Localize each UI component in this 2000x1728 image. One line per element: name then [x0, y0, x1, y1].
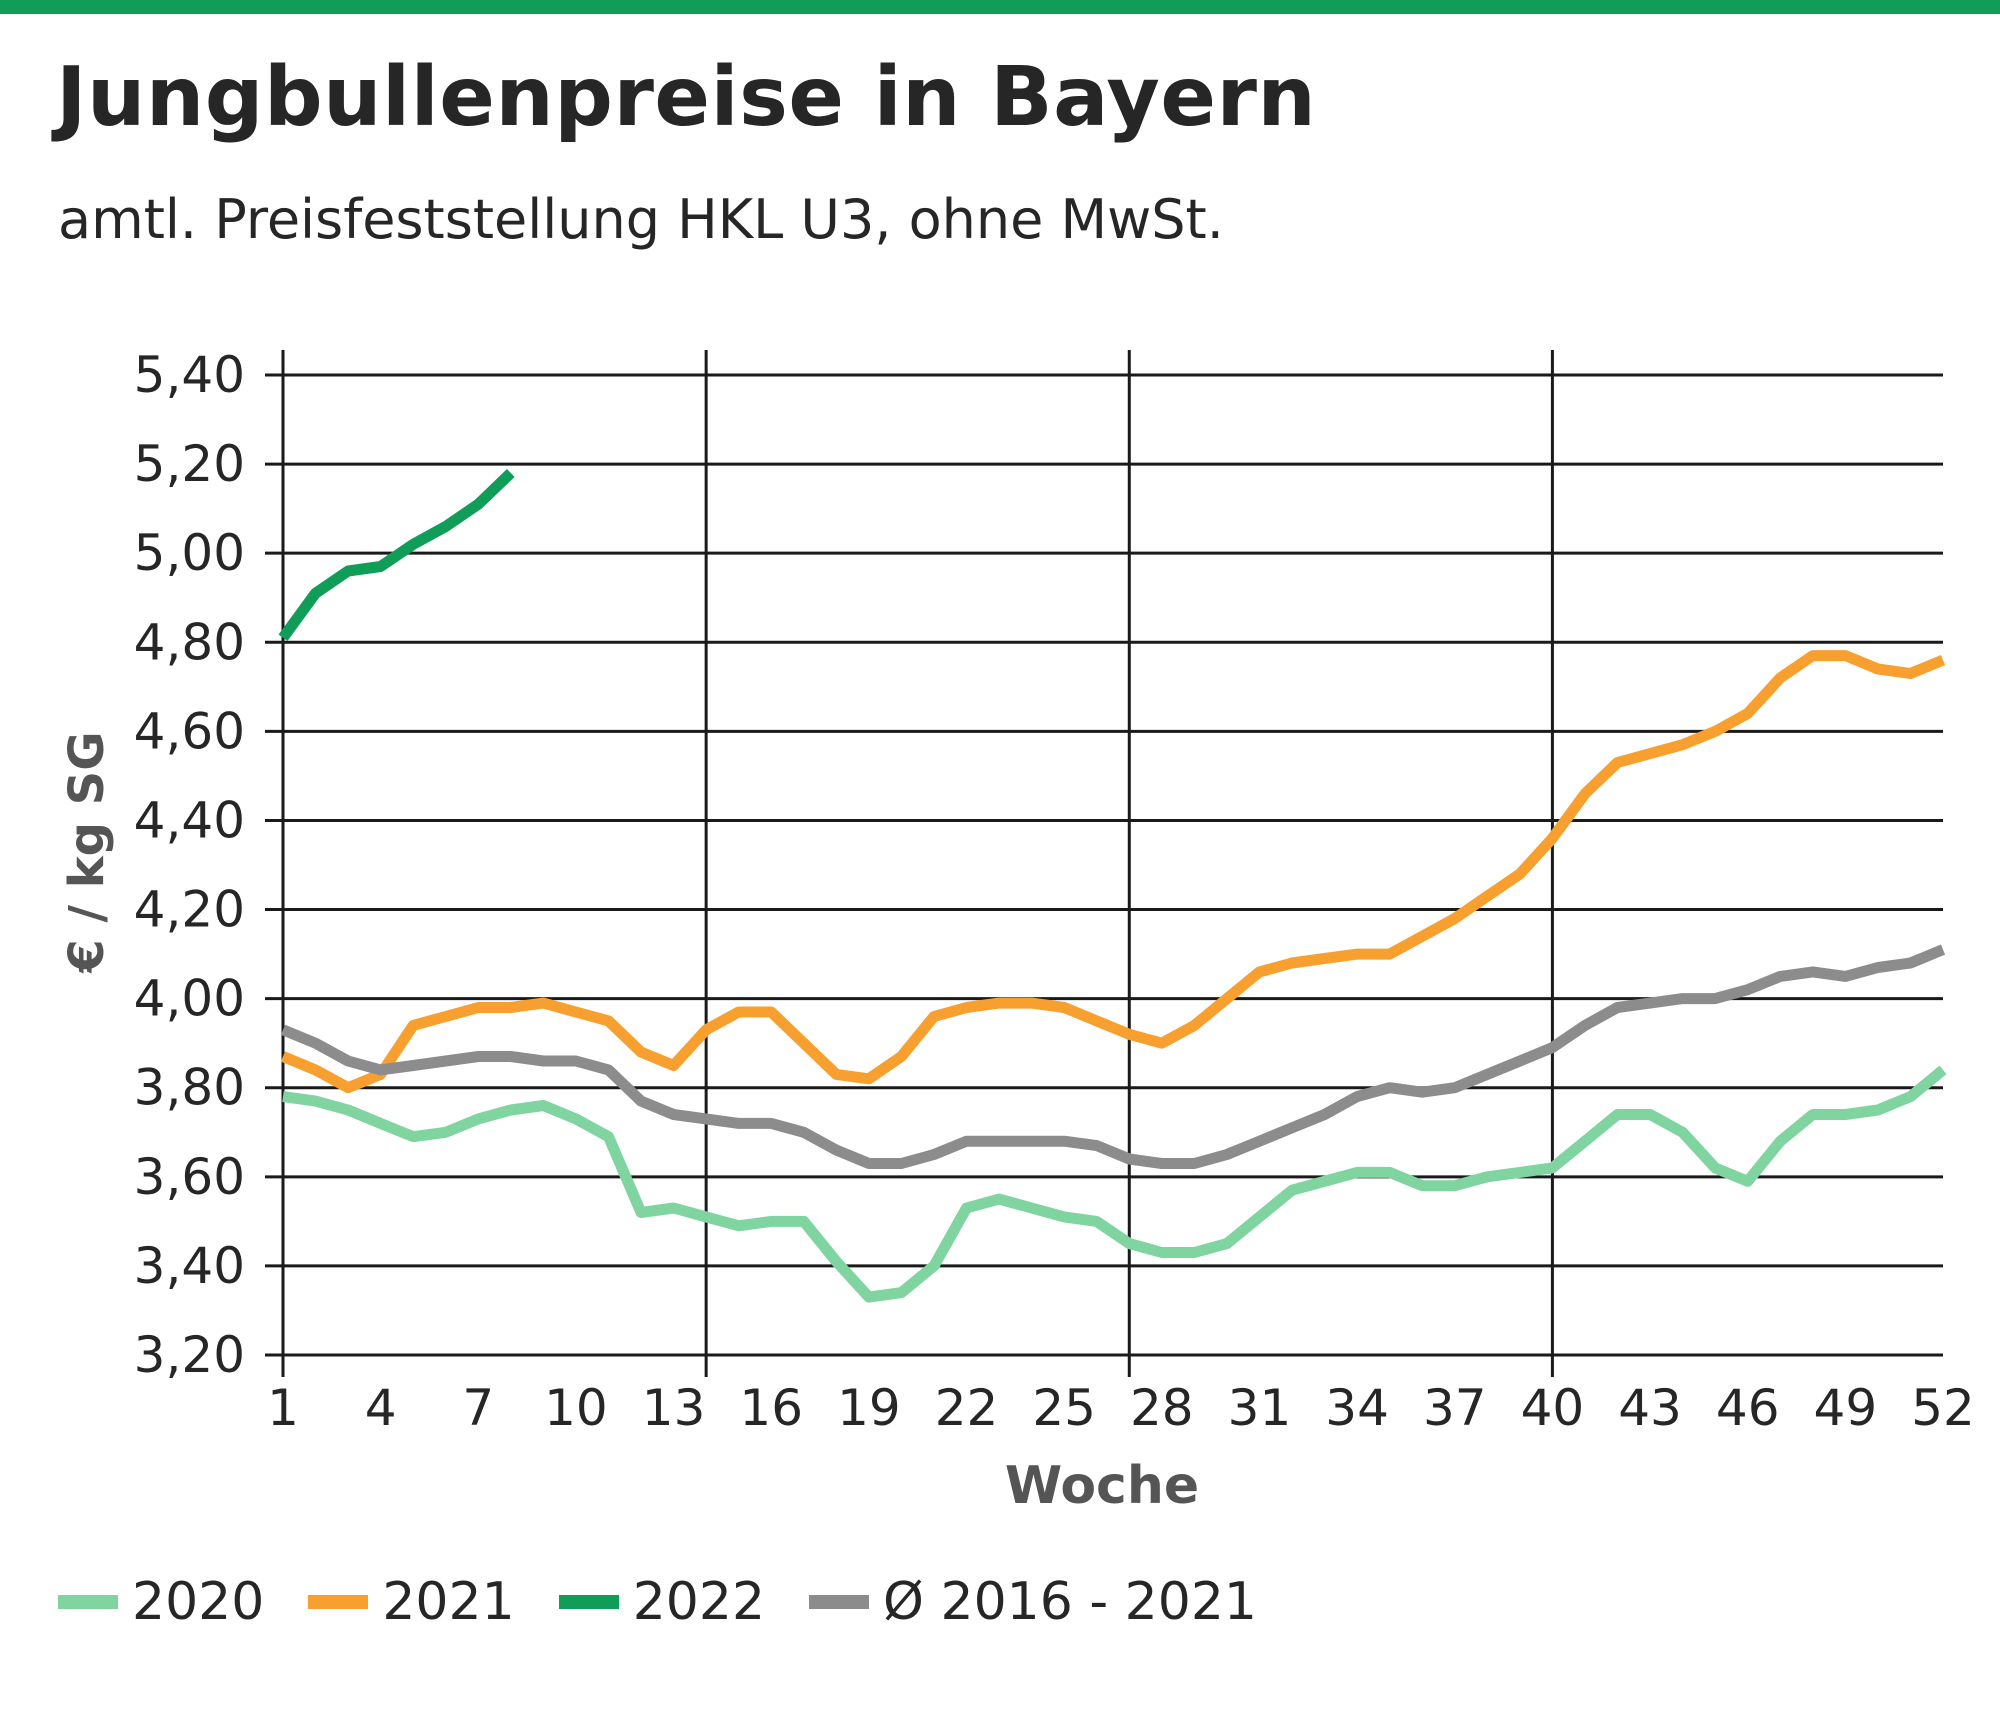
- x-tick-label: 40: [1521, 1379, 1585, 1437]
- y-tick-label: 3,40: [134, 1237, 245, 1295]
- legend-swatch: [58, 1595, 118, 1609]
- top-accent-bar: [0, 0, 2000, 14]
- y-tick-label: 3,80: [134, 1059, 245, 1117]
- legend-item: Ø 2016 - 2021: [809, 1572, 1257, 1632]
- x-tick-label: 46: [1716, 1379, 1780, 1437]
- line-chart: 3,20 3,40 3,60 3,80 4,00 4,20 4,40 4,60 4,80 5,00…: [59, 346, 1975, 1516]
- legend-label: 2021: [382, 1572, 515, 1632]
- series-line-2: [280, 650, 1946, 1094]
- x-tick-label: 13: [642, 1379, 706, 1437]
- x-tick-label: 52: [1911, 1379, 1975, 1437]
- chart-subtitle: amtl. Preisfeststellung HKL U3, ohne MwS…: [58, 188, 1224, 251]
- chart-legend: 2020 2021 2022 Ø 2016 - 2021: [58, 1572, 1301, 1632]
- y-tick-label: 3,60: [134, 1148, 245, 1206]
- x-tick-label: 25: [1032, 1379, 1096, 1437]
- x-tick-label: 4: [365, 1379, 397, 1437]
- y-tick-label: 4,00: [134, 970, 245, 1028]
- x-tick-label: 37: [1423, 1379, 1487, 1437]
- legend-swatch: [558, 1595, 619, 1609]
- x-tick-label: 43: [1618, 1379, 1682, 1437]
- chart-title: Jungbullenpreise in Bayern: [56, 50, 1317, 145]
- legend-label: 2020: [132, 1572, 265, 1632]
- x-axis-label: Woche: [1005, 1456, 1199, 1516]
- tick-label-layer: 3,20 3,40 3,60 3,80 4,00 4,20 4,40 4,60 4,80 5,00…: [134, 346, 1975, 1437]
- x-tick-label: 31: [1228, 1379, 1292, 1437]
- y-tick-label: 4,40: [134, 791, 245, 849]
- y-tick-label: 5,20: [134, 435, 245, 493]
- legend-item: 2020: [58, 1572, 264, 1632]
- y-tick-label: 4,60: [134, 702, 245, 760]
- series-line-3: [278, 469, 515, 642]
- x-tick-label: 19: [837, 1379, 901, 1437]
- series-layer: [278, 469, 1947, 1303]
- series-line-1: [282, 1065, 1947, 1303]
- legend-swatch: [809, 1595, 870, 1609]
- y-tick-label: 5,00: [134, 524, 245, 582]
- y-tick-label: 5,40: [134, 346, 245, 404]
- legend-item: 2021: [308, 1572, 515, 1632]
- x-tick-label: 7: [462, 1379, 494, 1437]
- y-tick-label: 4,80: [134, 613, 245, 671]
- series-line-4: [280, 944, 1946, 1169]
- legend-swatch: [308, 1595, 369, 1609]
- x-tick-label: 28: [1130, 1379, 1194, 1437]
- x-tick-label: 49: [1814, 1379, 1878, 1437]
- x-tick-label: 22: [935, 1379, 999, 1437]
- y-axis-label: € / kg SG: [59, 731, 115, 973]
- x-tick-label: 34: [1325, 1379, 1389, 1437]
- legend-label: 2022: [632, 1572, 766, 1632]
- x-tick-label: 10: [544, 1379, 608, 1437]
- x-tick-label: 16: [739, 1379, 803, 1437]
- legend-label: Ø 2016 - 2021: [883, 1572, 1257, 1632]
- y-tick-label: 4,20: [134, 881, 245, 939]
- y-tick-label: 3,20: [134, 1326, 245, 1384]
- legend-item: 2022: [558, 1572, 766, 1632]
- x-tick-label: 1: [267, 1379, 299, 1437]
